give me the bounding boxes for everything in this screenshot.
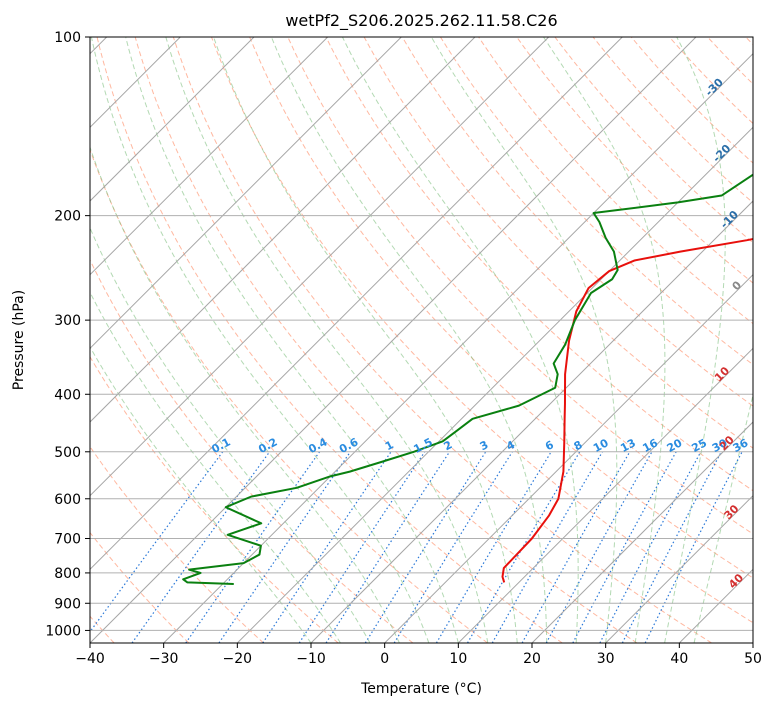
chart-title: wetPf2_S206.2025.262.11.58.C26 [285, 11, 557, 31]
y-tick-label: 500 [54, 445, 81, 461]
x-tick-label: −10 [296, 651, 326, 667]
y-tick-label: 1000 [45, 623, 81, 639]
x-tick-label: 30 [597, 651, 615, 667]
x-tick-label: 10 [449, 651, 467, 667]
y-tick-label: 300 [54, 313, 81, 329]
y-tick-label: 100 [54, 30, 81, 46]
x-tick-label: 0 [380, 651, 389, 667]
y-tick-label: 600 [54, 492, 81, 508]
x-tick-label: 40 [670, 651, 688, 667]
x-axis-label: Temperature (°C) [360, 681, 482, 697]
x-tick-label: −40 [75, 651, 105, 667]
y-tick-label: 200 [54, 209, 81, 225]
y-tick-label: 400 [54, 387, 81, 403]
x-tick-label: 50 [744, 651, 762, 667]
y-axis-label: Pressure (hPa) [11, 290, 27, 390]
y-tick-label: 900 [54, 596, 81, 612]
x-tick-label: −30 [149, 651, 179, 667]
y-tick-label: 800 [54, 566, 81, 582]
x-tick-label: 20 [523, 651, 541, 667]
y-tick-label: 700 [54, 532, 81, 548]
x-tick-label: −20 [223, 651, 253, 667]
